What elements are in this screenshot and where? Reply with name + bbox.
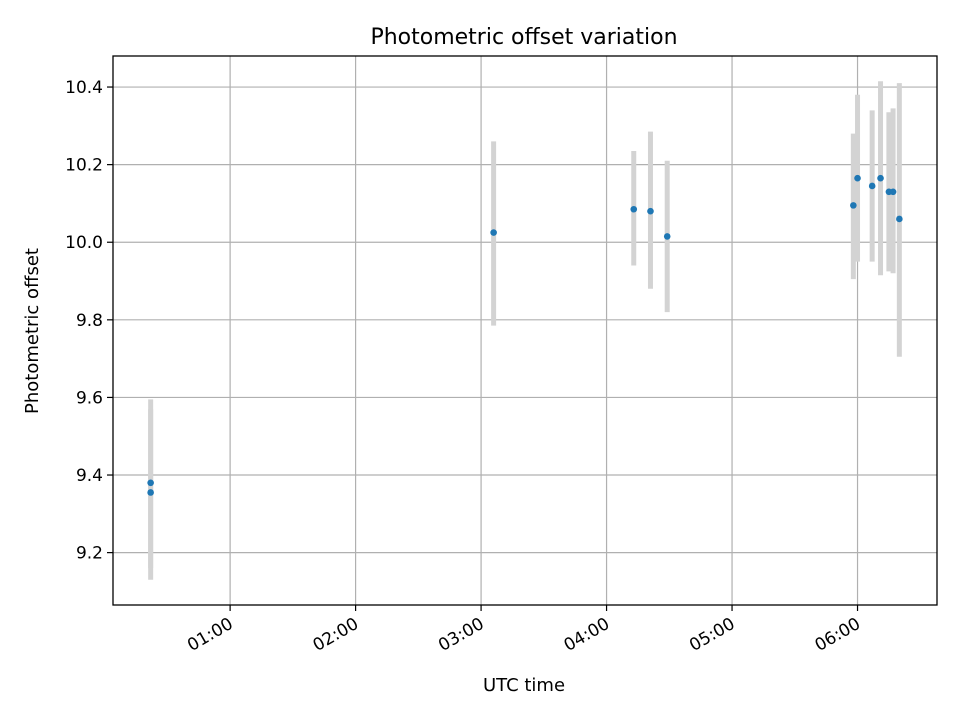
- grid-lines: [113, 56, 937, 605]
- y-tick-label: 10.2: [65, 156, 103, 176]
- x-tick-label: 04:00: [561, 614, 613, 656]
- chart-title: Photometric offset variation: [370, 25, 677, 50]
- data-point: [850, 202, 857, 209]
- y-tick-label: 9.6: [76, 388, 103, 408]
- x-tick-label: 02:00: [310, 614, 362, 656]
- data-point: [854, 174, 861, 182]
- y-tick-label: 9.2: [76, 544, 103, 564]
- data-point: [663, 233, 671, 240]
- data-point: [147, 479, 154, 487]
- data-point: [889, 188, 897, 196]
- plot-frame: [112, 55, 938, 606]
- y-tick-label: 10.4: [65, 78, 103, 98]
- x-axis-label: UTC time: [483, 675, 565, 696]
- y-ticks: 9.2 9.4 9.6 9.8 10.0 10.2 10.4: [65, 78, 113, 564]
- x-tick-label: 05:00: [686, 614, 738, 656]
- data-point: [647, 207, 654, 215]
- data-point: [147, 489, 154, 496]
- x-tick-label: 03:00: [435, 614, 487, 656]
- data-point: [868, 182, 876, 190]
- data-point: [630, 205, 638, 213]
- x-ticks: 01:00 02:00 03:00 04:00 05:00 06:00: [184, 605, 864, 656]
- y-tick-label: 10.0: [65, 233, 103, 253]
- error-bars: [148, 81, 902, 580]
- data-point: [877, 174, 884, 182]
- x-tick-label: 06:00: [812, 614, 864, 656]
- data-point: [896, 215, 903, 223]
- data-point: [490, 229, 497, 236]
- x-tick-label: 01:00: [184, 614, 236, 656]
- y-tick-label: 9.4: [76, 466, 103, 486]
- y-axis-label: Photometric offset: [22, 248, 43, 414]
- data-points: [147, 174, 903, 496]
- y-tick-label: 9.8: [76, 311, 103, 331]
